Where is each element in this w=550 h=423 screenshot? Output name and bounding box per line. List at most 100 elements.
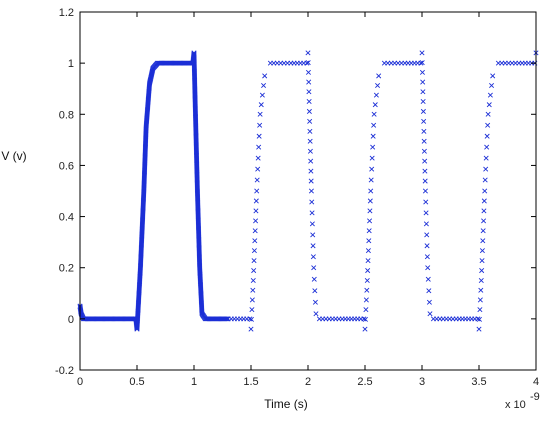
x-axis-label: Time (s) [264, 397, 308, 411]
x-tick-label: 4 [533, 376, 539, 388]
data-point [223, 316, 229, 322]
data-point [362, 316, 368, 322]
x-tick-layer: 0 0.5 1 1.5 2 2.5 3 3.5 4 [77, 12, 539, 388]
data-point [480, 228, 486, 234]
data-point [427, 311, 433, 317]
data-point [310, 254, 316, 260]
data-point [370, 144, 376, 150]
data-point [420, 79, 426, 85]
data-point [477, 297, 483, 303]
data-point [476, 316, 482, 322]
data-point [259, 92, 265, 98]
data-point [483, 155, 489, 161]
data-point [365, 258, 371, 264]
data-point [477, 307, 483, 313]
data-point [308, 158, 314, 164]
data-point [366, 238, 372, 244]
data-point [420, 89, 426, 95]
data-point [423, 199, 429, 205]
data-point [482, 177, 488, 183]
y-axis-label: V (v) [1, 149, 26, 163]
data-point [364, 287, 370, 293]
data-point [418, 60, 424, 66]
data-point [421, 148, 427, 154]
data-point [311, 265, 317, 271]
data-point [312, 288, 318, 294]
data-point [479, 248, 485, 254]
data-point [307, 128, 313, 134]
data-point [489, 82, 495, 89]
data-point [311, 276, 317, 282]
data-point [254, 188, 260, 194]
data-point [308, 178, 314, 184]
x-multiplier-base: x 10 [505, 399, 526, 411]
data-point [479, 268, 485, 274]
data-point [490, 73, 496, 79]
data-point [251, 248, 257, 254]
data-point [426, 299, 432, 305]
data-point [307, 138, 313, 144]
data-point [478, 287, 484, 293]
x-tick-label: 0.5 [129, 376, 144, 388]
data-point [486, 102, 492, 108]
data-point [371, 111, 377, 117]
x-tick-label: 3.5 [471, 376, 486, 388]
y-tick-label: 0.8 [59, 109, 74, 121]
data-point [307, 148, 313, 154]
data-point [423, 221, 429, 227]
data-point [363, 297, 369, 303]
data-point [369, 155, 375, 161]
data-point [249, 307, 255, 313]
data-point [421, 118, 427, 124]
series-layer [77, 50, 539, 332]
data-point [247, 316, 253, 322]
data-point [422, 178, 428, 184]
data-point [305, 69, 311, 75]
data-point [312, 299, 318, 305]
data-point [309, 221, 315, 227]
data-point [482, 188, 488, 194]
data-point [249, 297, 255, 303]
data-point [424, 254, 430, 260]
data-point [479, 258, 485, 264]
data-point [257, 111, 263, 117]
data-point [368, 177, 374, 183]
data-point [310, 232, 316, 238]
data-point [476, 326, 482, 332]
data-point [376, 73, 382, 79]
data-point [310, 243, 316, 249]
data-point [371, 122, 377, 128]
data-point [308, 188, 314, 194]
data-point [419, 69, 425, 75]
data-point [365, 248, 371, 254]
data-point [368, 188, 374, 194]
data-point [365, 268, 371, 274]
x-tick-label: 0 [77, 376, 83, 388]
data-point [423, 210, 429, 216]
data-point [485, 111, 491, 117]
data-point [364, 277, 370, 284]
data-point [252, 228, 258, 234]
data-point [424, 243, 430, 249]
data-point [362, 326, 368, 332]
data-point [484, 144, 490, 150]
data-point [253, 198, 259, 204]
data-point [254, 177, 260, 183]
y-tick-label: 0 [68, 314, 74, 326]
data-point [256, 133, 262, 139]
data-point [306, 108, 312, 114]
data-point [305, 60, 311, 66]
y-tick-label: 0.2 [59, 263, 74, 275]
data-point [251, 258, 257, 264]
data-point [478, 277, 484, 284]
data-point [306, 98, 312, 105]
data-point [366, 228, 372, 234]
data-point [305, 50, 311, 56]
data-point [373, 92, 379, 98]
data-point [252, 238, 258, 244]
data-point [419, 50, 425, 56]
x-tick-label: 3 [419, 376, 425, 388]
y-tick-label: 0.4 [59, 212, 74, 224]
data-point [262, 73, 268, 79]
data-point [481, 208, 487, 214]
